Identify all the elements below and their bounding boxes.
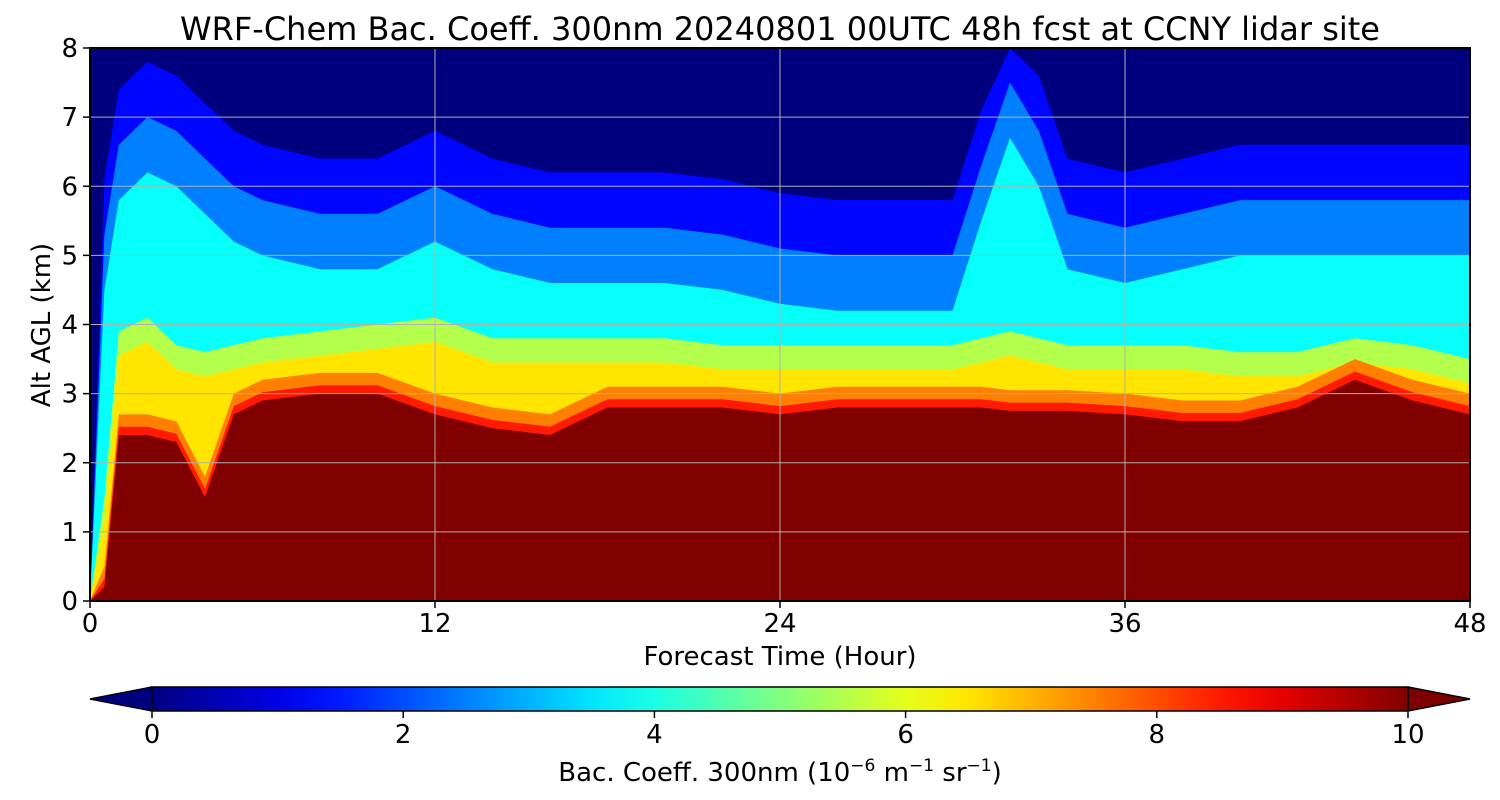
y-axis-label: Alt AGL (km): [27, 243, 57, 407]
y-tick-label: 3: [61, 380, 78, 410]
colorbar-tick-label: 10: [1391, 720, 1424, 750]
colorbar-tick-label: 2: [395, 720, 412, 750]
colorbar-label: Bac. Coeff. 300nm (10−6 m−1 sr−1): [558, 756, 1001, 788]
colorbar-tick-label: 8: [1149, 720, 1166, 750]
y-tick-label: 6: [61, 172, 78, 202]
x-tick-label: 48: [1453, 609, 1486, 639]
y-tick-label: 4: [61, 311, 78, 341]
y-tick-label: 0: [61, 587, 78, 617]
chart-title: WRF-Chem Bac. Coeff. 300nm 20240801 00UT…: [180, 10, 1380, 48]
colorbar: 0 2 4 6 8 10 Bac. Coeff. 300nm (10−6 m−1 sr−1…: [89, 686, 1471, 788]
x-tick-label: 36: [1108, 609, 1141, 639]
colorbar-tick-label: 6: [897, 720, 914, 750]
colorbar-frame: [151, 686, 1409, 712]
x-tick-label: 12: [418, 609, 451, 639]
y-tick-label: 5: [61, 241, 78, 271]
y-tick-label: 2: [61, 449, 78, 479]
x-tick-label: 24: [763, 609, 796, 639]
colorbar-ticks: 0 2 4 6 8 10: [144, 711, 1425, 750]
y-tick-label: 8: [61, 34, 78, 64]
colorbar-tick-label: 0: [144, 720, 161, 750]
x-axis: 0 12 24 36 48: [82, 601, 1487, 639]
colorbar-gradient: [152, 687, 1408, 711]
colorbar-tick-label: 4: [646, 720, 663, 750]
plot-area: [89, 47, 1471, 602]
grid-lines: [90, 48, 1470, 601]
x-tick-label: 0: [82, 609, 99, 639]
x-axis-label: Forecast Time (Hour): [643, 642, 916, 672]
colorbar-extend-min: [89, 686, 153, 712]
y-tick-label: 7: [61, 103, 78, 133]
y-tick-label: 1: [61, 518, 78, 548]
y-axis: 0 1 2 3 4 5 6 7 8: [61, 34, 90, 617]
colorbar-extend-max: [1407, 686, 1471, 712]
